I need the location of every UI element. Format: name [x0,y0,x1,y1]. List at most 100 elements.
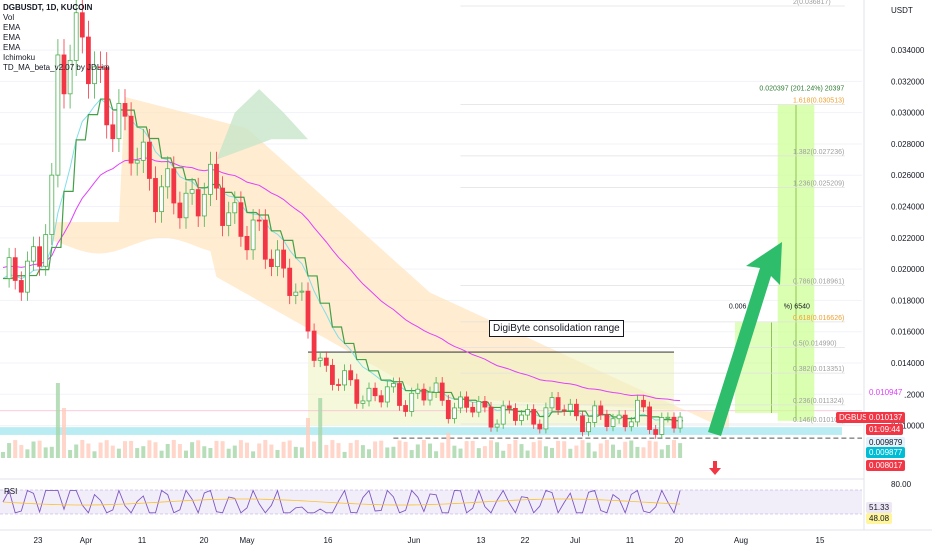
volume-bar [562,441,567,458]
volume-bar [428,443,432,458]
volume-bar [537,440,542,458]
candle-body [488,406,494,428]
volume-bar [391,446,396,458]
candle-body [18,280,24,293]
volume-bar [238,440,243,458]
time-tick-label: 23 [34,536,43,545]
volume-bar [153,442,158,458]
candle-body [67,59,73,95]
volume-bar [476,448,481,458]
volume-bar [165,443,170,458]
volume-bar [202,446,207,458]
volume-bar [80,440,85,458]
candle-body [207,163,213,195]
volume-bar [196,440,201,458]
volume-bar [641,447,646,458]
rsi-line [2,489,681,515]
candle-body [299,290,305,293]
volume-bar [171,440,176,458]
volume-bar [336,443,341,458]
candle-body [567,403,573,412]
volume-bar [232,445,237,458]
price-tick-label: 0.014000 [891,359,925,368]
consolidation-label[interactable]: DigiByte consolidation range [489,320,624,337]
volume-bar [598,443,603,458]
candle-body [329,364,335,385]
candle-body [183,192,189,219]
candle-body [586,422,591,433]
candle-body [98,66,103,69]
symbol-line[interactable]: DGBUSDT, 1D, KUCOIN [3,3,93,12]
candle-body [122,103,128,117]
volume-bar [525,450,530,458]
volume-bar [275,449,280,458]
price-tick-label: 0.034000 [891,46,925,55]
price-tick-label: 0.016000 [891,328,925,337]
volume-bar [214,440,219,458]
volume-bar [1,452,5,458]
indicator-vol[interactable]: Vol [3,13,15,22]
candle-body [49,174,55,235]
indicator-ema-3[interactable]: EMA [3,43,21,52]
candle-body [116,103,122,140]
candle-body [317,357,323,361]
candle-body [293,291,299,296]
candle-body [195,189,201,217]
volume-bar [257,443,262,458]
time-tick-label: Aug [734,536,748,545]
candle-body [177,202,183,219]
volume-bar [568,448,573,458]
volume-bar [324,445,329,458]
time-tick-label: May [239,536,254,545]
volume-bar [470,440,475,458]
indicator-td-ma[interactable]: TD_MA_beta_v2.07 by JDLim [3,63,110,72]
indicator-ichimoku[interactable]: Ichimoku [3,53,36,62]
candle-body [409,392,415,412]
candle-body [451,407,457,420]
candle-body [647,406,652,430]
candle-body [214,163,219,189]
candle-body [92,66,97,85]
candle-body [439,382,445,401]
volume-bar [104,440,109,458]
candle-body [232,202,238,214]
indicator-ema-1[interactable]: EMA [3,23,21,32]
candle-body [677,416,683,429]
indicator-ema-2[interactable]: EMA [3,33,21,42]
candle-body [506,405,512,409]
candle-body [415,388,421,394]
candle-body [128,115,134,164]
candle-body [610,418,616,427]
candle-body [37,246,42,267]
volume-bar [318,398,323,458]
candles [6,0,683,439]
volume-bar [379,440,384,458]
time-tick-label: 20 [675,536,684,545]
volume-bar [409,450,414,458]
candle-body [55,54,61,176]
price-tag: DGBUSDT [836,412,882,423]
volume-bar [25,449,30,458]
price-tick-label: 0.026000 [891,171,925,180]
rsi-label[interactable]: RSI [4,487,18,496]
volume-bar [659,449,664,458]
volume-bar [592,451,597,458]
candle-body [165,168,171,188]
rsi-pane [0,478,932,515]
candle-body [348,370,354,381]
candle-body [24,260,30,293]
candle-body [226,212,232,226]
volume-bar [556,440,561,458]
volume-bar [245,442,249,458]
candle-body [153,178,158,213]
candle-body [500,405,506,425]
candle-body [659,417,665,435]
candle-body [421,388,427,401]
volume-bar [141,446,146,458]
candle-body [238,202,244,237]
volume-bar [513,440,518,458]
candle-body [476,400,482,413]
rsi-tick-label: 80.00 [891,480,912,489]
